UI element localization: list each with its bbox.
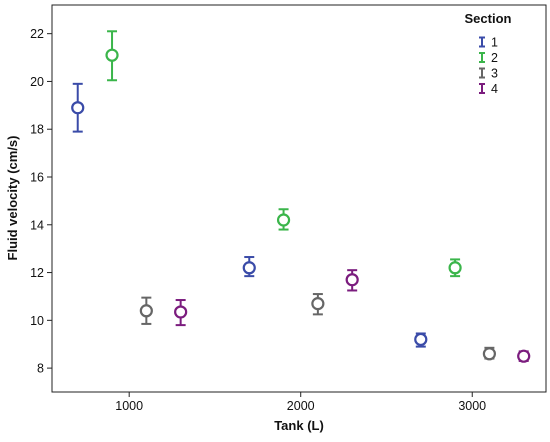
data-point-marker: [414, 332, 428, 347]
legend-title: Section: [465, 11, 512, 26]
y-axis: 8 10 12 14 16 18 20 22: [30, 27, 52, 376]
data-point-marker: [482, 347, 496, 361]
plot-frame: [51, 4, 547, 393]
x-tick-label: 1000: [115, 399, 143, 413]
y-tick-label: 10: [30, 314, 44, 328]
data-point-marker: [311, 297, 325, 311]
legend-label: 1: [491, 36, 498, 50]
y-tick-label: 14: [30, 218, 44, 232]
legend-items: 12 34: [479, 36, 498, 96]
data-point-marker: [345, 273, 359, 287]
series-1: [71, 82, 428, 348]
y-tick-label: 12: [30, 266, 44, 280]
legend-label: 3: [491, 67, 498, 81]
x-tick-label: 2000: [287, 399, 315, 413]
y-axis-title: Fluid velocity (cm/s): [5, 136, 20, 261]
y-tick-label: 18: [30, 123, 44, 137]
data-point-marker: [139, 304, 153, 318]
data-point-marker: [448, 261, 462, 275]
y-tick-label: 20: [30, 75, 44, 89]
series-2: [105, 30, 462, 278]
series-layer: [71, 30, 531, 363]
data-point-marker: [105, 48, 119, 62]
legend: Section 12 34: [465, 11, 512, 96]
legend-item-4: 4: [479, 82, 498, 96]
legend-item-1: 1: [479, 36, 498, 50]
series-4: [174, 269, 531, 363]
legend-label: 4: [491, 82, 498, 96]
data-point-marker: [517, 349, 531, 363]
legend-item-3: 3: [479, 67, 498, 81]
data-point-marker: [174, 305, 188, 319]
legend-label: 2: [491, 51, 498, 65]
x-axis-title: Tank (L): [274, 418, 324, 433]
x-axis: 1000 2000 3000: [115, 392, 486, 413]
y-tick-label: 16: [30, 171, 44, 185]
data-point-marker: [71, 101, 85, 115]
series-3: [139, 293, 496, 361]
legend-item-2: 2: [479, 51, 498, 65]
y-tick-label: 22: [30, 27, 44, 41]
data-point-marker: [242, 261, 256, 275]
x-tick-label: 3000: [458, 399, 486, 413]
y-tick-label: 8: [37, 362, 44, 376]
data-point-marker: [276, 213, 291, 227]
